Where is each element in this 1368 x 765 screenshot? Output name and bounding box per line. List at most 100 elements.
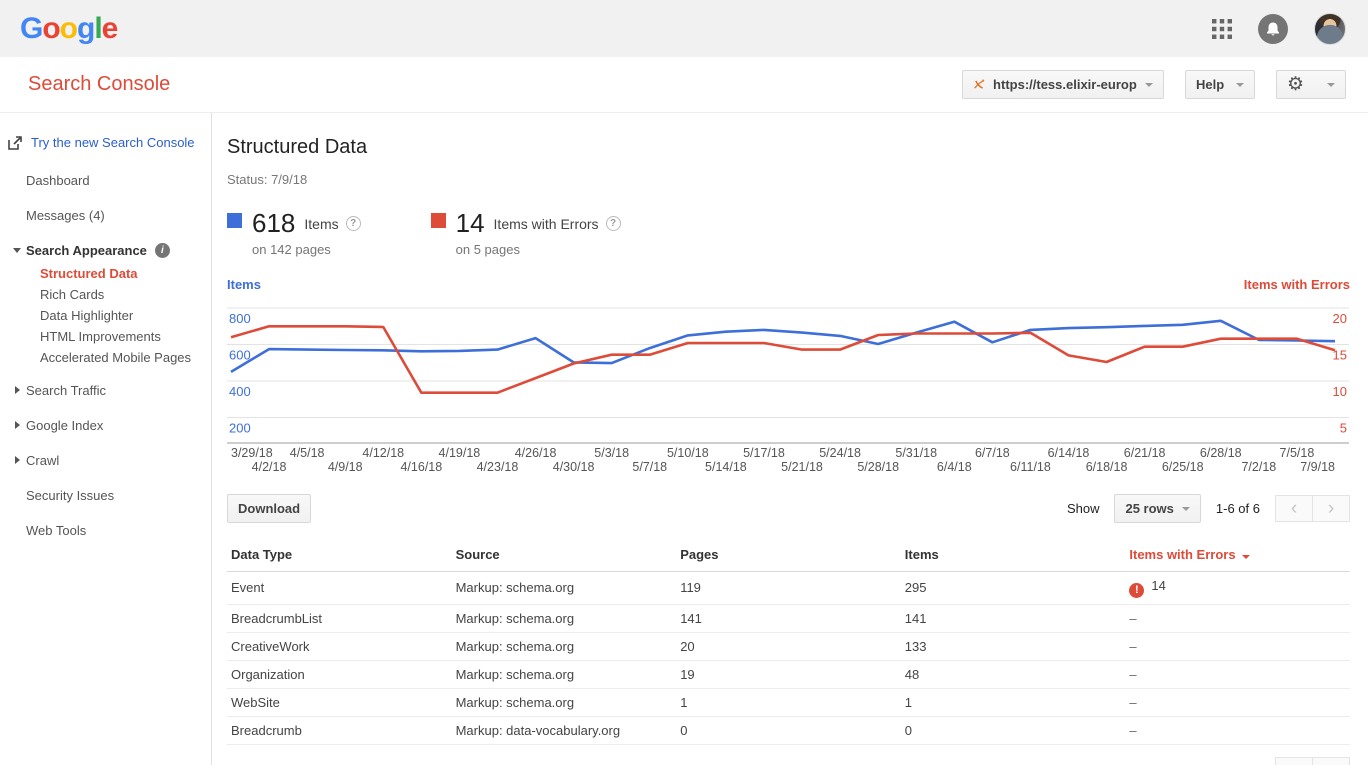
previous-page-button[interactable]: ‹ xyxy=(1275,495,1313,522)
header-source[interactable]: Source xyxy=(452,539,677,572)
items-color-swatch xyxy=(227,213,242,228)
cell-pages: 119 xyxy=(676,572,901,605)
info-icon[interactable]: i xyxy=(155,243,170,258)
cell-data-type[interactable]: WebSite xyxy=(227,688,452,716)
help-question-icon[interactable]: ? xyxy=(346,216,361,231)
sidebar-item-html-improvements[interactable]: HTML Improvements xyxy=(0,326,211,347)
errors-line xyxy=(231,326,1335,392)
table-header-row: Data Type Source Pages Items Items with … xyxy=(227,539,1350,572)
svg-text:20: 20 xyxy=(1333,311,1347,326)
svg-text:6/7/18: 6/7/18 xyxy=(975,446,1010,460)
cell-pages: 20 xyxy=(676,632,901,660)
header-data-type[interactable]: Data Type xyxy=(227,539,452,572)
search-console-header: Search Console https://tess.elixir-europ… xyxy=(0,57,1368,113)
cell-data-type[interactable]: Event xyxy=(227,572,452,605)
help-button[interactable]: Help xyxy=(1185,70,1255,99)
chevron-down-icon xyxy=(1182,507,1190,511)
collapse-arrow-icon xyxy=(15,421,20,429)
header-items-with-errors[interactable]: Items with Errors xyxy=(1125,539,1350,572)
sidebar-item-messages[interactable]: Messages (4) xyxy=(0,203,211,228)
errors-label: Items with Errors xyxy=(494,216,599,232)
download-button[interactable]: Download xyxy=(227,494,311,523)
cell-data-type[interactable]: Breadcrumb xyxy=(227,716,452,744)
property-selector[interactable]: https://tess.elixir-europe.org/ xyxy=(962,70,1164,99)
svg-text:6/28/18: 6/28/18 xyxy=(1200,446,1242,460)
previous-page-button[interactable]: ‹ xyxy=(1275,757,1313,765)
sidebar-item-label: Crawl xyxy=(26,453,59,468)
table-footer: 1-6 of 6 ‹ › xyxy=(227,757,1350,765)
svg-text:5/17/18: 5/17/18 xyxy=(743,446,785,460)
summary-stats: 618 Items ? on 142 pages 14 Items with E… xyxy=(227,208,1350,257)
sidebar-item-dashboard[interactable]: Dashboard xyxy=(0,168,211,193)
line-chart-plot[interactable]: 80020600154001020053/29/184/2/184/5/184/… xyxy=(227,296,1349,476)
svg-text:10: 10 xyxy=(1333,384,1347,399)
cell-items: 295 xyxy=(901,572,1126,605)
pagination-range: 1-6 of 6 xyxy=(1216,501,1260,516)
svg-text:200: 200 xyxy=(229,421,251,436)
expand-arrow-icon xyxy=(13,248,21,253)
cell-errors: !14 xyxy=(1125,572,1350,605)
table-row[interactable]: BreadcrumbList Markup: schema.org 141 14… xyxy=(227,604,1350,632)
user-avatar[interactable] xyxy=(1314,13,1346,45)
google-top-bar: Google xyxy=(0,0,1368,57)
logo-letter: G xyxy=(20,12,42,45)
sidebar-item-structured-data[interactable]: Structured Data xyxy=(0,263,211,284)
page-title: Structured Data xyxy=(227,136,1350,159)
chevron-down-icon xyxy=(1327,83,1335,87)
errors-count: 14 xyxy=(456,208,485,239)
try-new-search-console-link[interactable]: Try the new Search Console xyxy=(0,131,211,154)
table-row[interactable]: Breadcrumb Markup: data-vocabulary.org 0… xyxy=(227,716,1350,744)
help-question-icon[interactable]: ? xyxy=(606,216,621,231)
external-link-icon xyxy=(8,136,22,150)
notifications-bell-icon[interactable] xyxy=(1258,14,1288,44)
sidebar-item-search-traffic[interactable]: Search Traffic xyxy=(0,378,211,403)
cell-data-type[interactable]: BreadcrumbList xyxy=(227,604,452,632)
svg-text:5/21/18: 5/21/18 xyxy=(781,460,823,474)
header-items[interactable]: Items xyxy=(901,539,1126,572)
logo-letter: o xyxy=(42,12,59,45)
left-axis-title: Items xyxy=(227,277,261,292)
sidebar-item-crawl[interactable]: Crawl xyxy=(0,448,211,473)
header-pages[interactable]: Pages xyxy=(676,539,901,572)
svg-text:5/14/18: 5/14/18 xyxy=(705,460,747,474)
cell-errors: – xyxy=(1125,604,1350,632)
cell-pages: 0 xyxy=(676,716,901,744)
table-row[interactable]: Organization Markup: schema.org 19 48 – xyxy=(227,660,1350,688)
svg-text:6/14/18: 6/14/18 xyxy=(1048,446,1090,460)
cell-data-type[interactable]: Organization xyxy=(227,660,452,688)
rows-per-page-selector[interactable]: 25 rows xyxy=(1114,494,1200,523)
sidebar-item-data-highlighter[interactable]: Data Highlighter xyxy=(0,305,211,326)
svg-text:5/3/18: 5/3/18 xyxy=(594,446,629,460)
gear-icon: ⚙ xyxy=(1287,75,1304,94)
table-row[interactable]: Event Markup: schema.org 119 295 !14 xyxy=(227,572,1350,605)
items-label: Items xyxy=(304,216,338,232)
sidebar-item-web-tools[interactable]: Web Tools xyxy=(0,518,211,543)
apps-grid-icon[interactable] xyxy=(1212,19,1232,39)
try-new-search-console-label: Try the new Search Console xyxy=(31,135,195,150)
sidebar-item-search-appearance[interactable]: Search Appearance i xyxy=(0,238,211,263)
table-row[interactable]: CreativeWork Markup: schema.org 20 133 – xyxy=(227,632,1350,660)
cell-source: Markup: schema.org xyxy=(452,660,677,688)
google-logo[interactable]: Google xyxy=(20,12,117,46)
items-count: 618 xyxy=(252,208,295,239)
next-page-button[interactable]: › xyxy=(1312,495,1350,522)
sidebar-item-security-issues[interactable]: Security Issues xyxy=(0,483,211,508)
sidebar-item-rich-cards[interactable]: Rich Cards xyxy=(0,284,211,305)
svg-text:4/19/18: 4/19/18 xyxy=(439,446,481,460)
right-axis-title: Items with Errors xyxy=(1244,277,1350,292)
svg-text:3/29/18: 3/29/18 xyxy=(231,446,273,460)
next-page-button[interactable]: › xyxy=(1312,757,1350,765)
table-row[interactable]: WebSite Markup: schema.org 1 1 – xyxy=(227,688,1350,716)
cell-pages: 141 xyxy=(676,604,901,632)
sidebar-item-amp[interactable]: Accelerated Mobile Pages xyxy=(0,347,211,368)
cell-data-type[interactable]: CreativeWork xyxy=(227,632,452,660)
svg-text:5/31/18: 5/31/18 xyxy=(895,446,937,460)
cell-pages: 1 xyxy=(676,688,901,716)
property-url: https://tess.elixir-europe.org/ xyxy=(993,77,1137,92)
settings-button[interactable]: ⚙ xyxy=(1276,70,1346,99)
sidebar-navigation: Try the new Search Console Dashboard Mes… xyxy=(0,113,212,765)
svg-text:4/16/18: 4/16/18 xyxy=(400,460,442,474)
logo-letter: e xyxy=(102,12,118,45)
sidebar-item-google-index[interactable]: Google Index xyxy=(0,413,211,438)
table-toolbar: Download Show 25 rows 1-6 of 6 ‹ › xyxy=(227,494,1350,523)
